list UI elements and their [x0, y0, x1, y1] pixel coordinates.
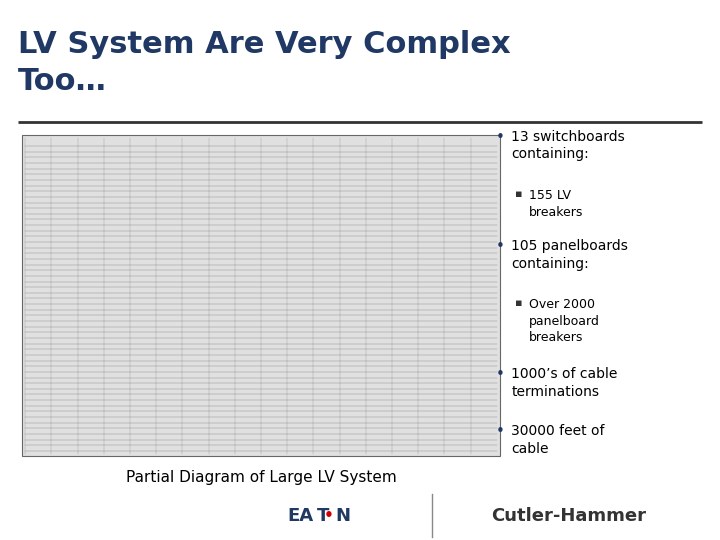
Text: 155 LV
breakers: 155 LV breakers	[529, 189, 584, 219]
Text: •: •	[496, 424, 505, 439]
Text: •: •	[323, 508, 333, 523]
Text: T: T	[317, 507, 329, 525]
Text: Over 2000
panelboard
breakers: Over 2000 panelboard breakers	[529, 298, 600, 344]
Text: Partial Diagram of Large LV System: Partial Diagram of Large LV System	[125, 470, 397, 485]
Text: ▪: ▪	[515, 298, 522, 308]
Text: •: •	[496, 239, 505, 254]
Text: 1000’s of cable
terminations: 1000’s of cable terminations	[511, 367, 618, 399]
Text: •: •	[496, 367, 505, 382]
Text: •: •	[496, 130, 505, 145]
Text: N: N	[336, 507, 351, 525]
Text: 13 switchboards
containing:: 13 switchboards containing:	[511, 130, 625, 161]
Bar	[22, 135, 500, 456]
Text: Cutler-Hammer: Cutler-Hammer	[491, 507, 647, 525]
Text: 30000 feet of
cable: 30000 feet of cable	[511, 424, 605, 456]
Text: LV System Are Very Complex: LV System Are Very Complex	[18, 30, 510, 59]
Text: ▪: ▪	[515, 189, 522, 199]
Text: EA: EA	[287, 507, 313, 525]
Text: 105 panelboards
containing:: 105 panelboards containing:	[511, 239, 628, 271]
Text: Too…: Too…	[18, 68, 107, 97]
